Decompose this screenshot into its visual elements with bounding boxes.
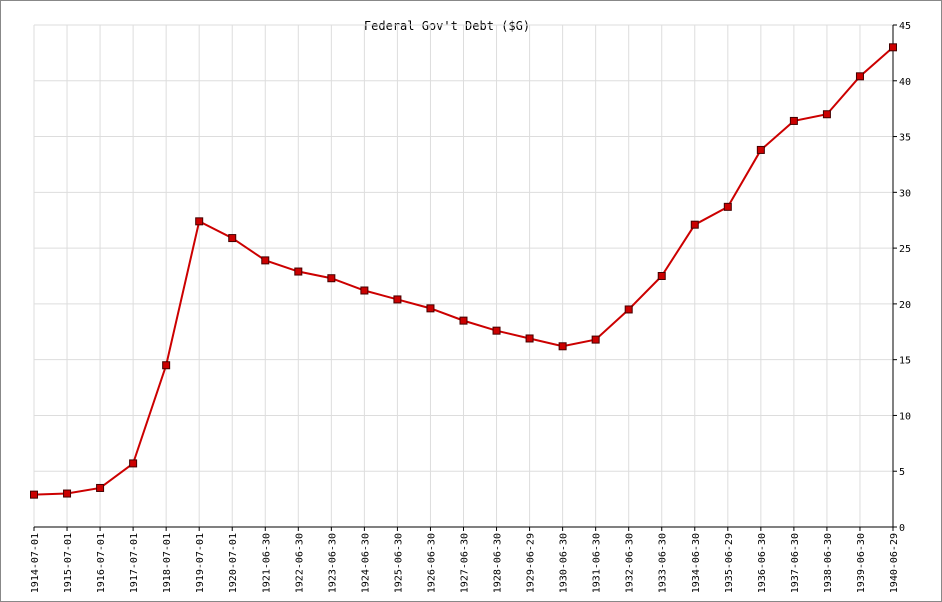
y-tick-label: 35 [899,133,911,144]
x-tick-label: 1916-07-01 [96,533,107,593]
y-tick-label: 20 [899,300,911,311]
data-point [558,342,567,351]
x-tick-label: 1920-07-01 [228,533,239,593]
x-tick-label: 1928-06-30 [493,533,504,593]
x-tick-label: 1927-06-30 [460,533,471,593]
data-point [96,483,105,492]
y-tick-label: 0 [899,523,905,534]
x-tick-label: 1937-06-30 [790,533,801,593]
x-tick-label: 1936-06-30 [757,533,768,593]
x-tick-label: 1922-06-30 [294,533,305,593]
x-tick-label: 1934-06-30 [691,533,702,593]
y-tick-label: 25 [899,244,911,255]
x-tick-label: 1940-06-29 [889,533,900,593]
y-tick-label: 40 [899,77,911,88]
data-point [63,489,72,498]
data-point [889,43,897,52]
x-tick-label: 1925-06-30 [393,533,404,593]
data-point [822,110,831,119]
y-tick-label: 5 [899,467,905,478]
x-tick-label: 1915-07-01 [63,533,74,593]
data-point [327,274,336,283]
x-tick-label: 1914-07-01 [30,533,41,593]
data-point [855,72,864,81]
x-tick-label: 1921-06-30 [261,533,272,593]
x-tick-label: 1923-06-30 [327,533,338,593]
data-point [393,295,402,304]
data-point [228,234,237,243]
data-point [360,286,369,295]
data-point [690,220,699,229]
data-point [162,361,171,370]
data-point [294,267,303,276]
data-point [30,490,38,499]
x-tick-label: 1917-07-01 [129,533,140,593]
data-point [756,145,765,154]
x-tick-label: 1926-06-30 [426,533,437,593]
x-tick-label: 1929-06-29 [526,533,537,593]
x-tick-label: 1933-06-30 [658,533,669,593]
x-tick-label: 1935-06-29 [724,533,735,593]
data-point [492,326,501,335]
data-point [591,335,600,344]
data-point [723,202,732,211]
x-tick-label: 1938-06-30 [823,533,834,593]
y-tick-label: 45 [899,21,911,32]
data-point [789,116,798,125]
x-tick-label: 1931-06-30 [592,533,603,593]
x-tick-label: 1932-06-30 [625,533,636,593]
x-tick-label: 1919-07-01 [195,533,206,593]
data-point [459,316,468,325]
x-tick-label: 1918-07-01 [162,533,173,593]
data-point [261,256,270,265]
y-tick-label: 10 [899,411,911,422]
data-point [525,334,534,343]
x-tick-label: 1939-06-30 [856,533,867,593]
data-point [657,272,666,280]
data-point [426,304,435,313]
data-point [624,305,633,314]
x-tick-label: 1930-06-30 [559,533,570,593]
data-point [195,217,204,226]
data-point [129,459,138,468]
y-tick-label: 15 [899,356,911,367]
chart-title: Federal Gov't Debt ($G) [364,19,530,33]
x-tick-label: 1924-06-30 [360,533,371,593]
y-tick-label: 30 [899,188,911,199]
